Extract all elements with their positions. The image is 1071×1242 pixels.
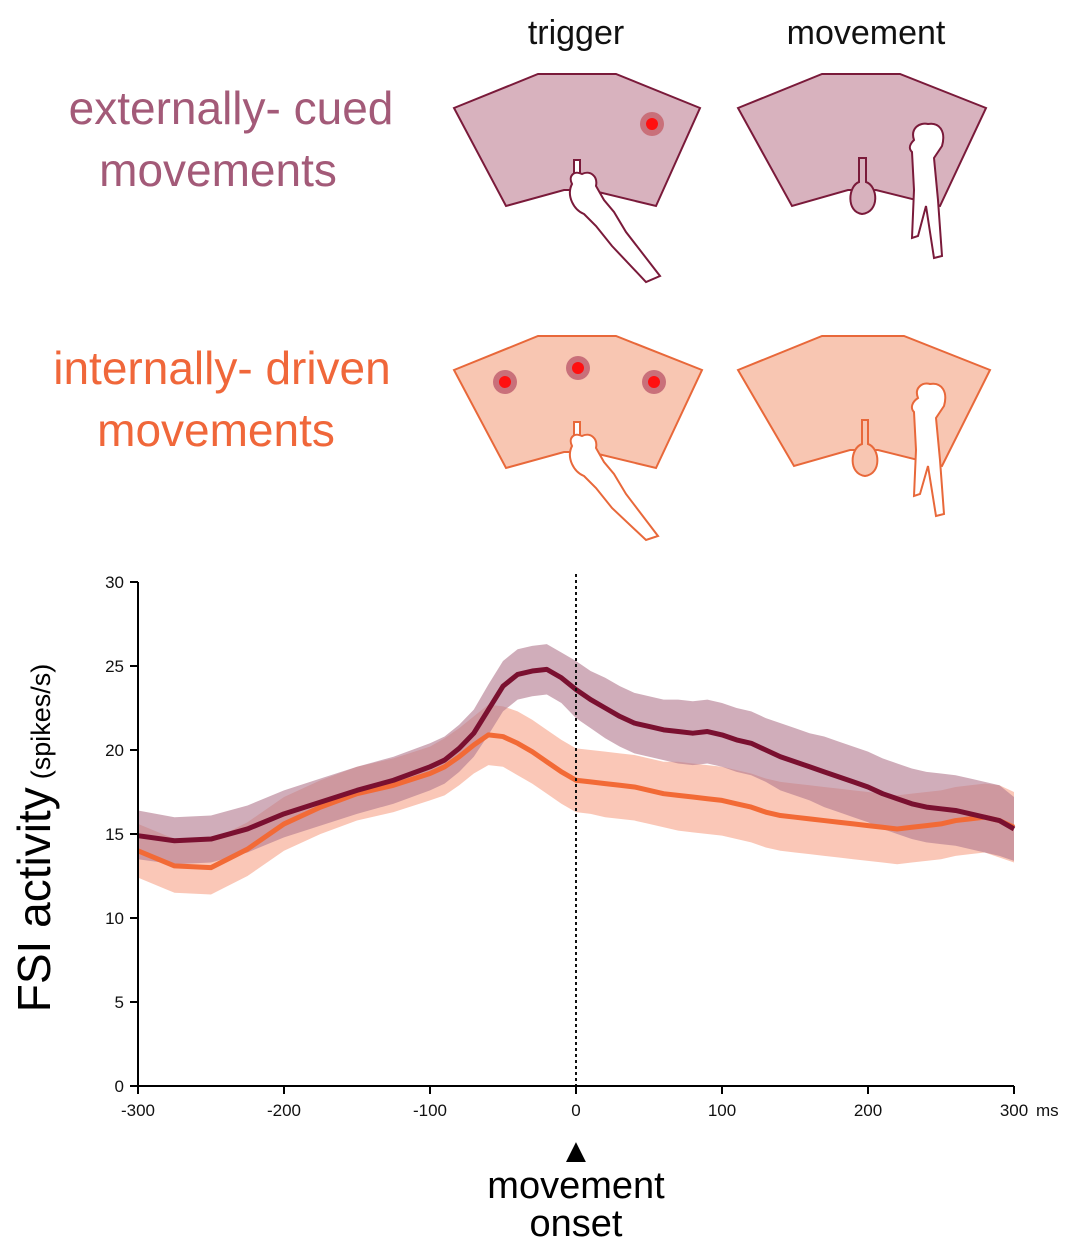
movement-onset-label-line1: movement bbox=[487, 1165, 665, 1207]
series-line-externally-cued bbox=[137, 666, 1016, 844]
fsi-activity-chart: -300 -200 -100 0 100 200 300 0 5 10 15 20 25 30 ms F… bbox=[8, 573, 1059, 1242]
start-lever bbox=[849, 157, 877, 216]
x-tick-label: 100 bbox=[708, 1101, 736, 1120]
confidence-band-internally-driven bbox=[138, 704, 1014, 895]
y-axis-label-main: FSI activity bbox=[8, 787, 60, 1012]
y-tick-label: 5 bbox=[115, 993, 124, 1012]
cue-light bbox=[646, 118, 658, 130]
x-tick-label: 200 bbox=[854, 1101, 882, 1120]
internal-trigger-panel bbox=[452, 335, 704, 542]
target-light bbox=[499, 376, 511, 388]
target-light bbox=[648, 376, 660, 388]
x-ticks: -300 -200 -100 0 100 200 300 bbox=[121, 1086, 1028, 1120]
column-header-trigger: trigger bbox=[528, 14, 624, 52]
series-lines bbox=[137, 666, 1016, 871]
workspace-plate bbox=[452, 73, 702, 208]
target-light bbox=[572, 362, 584, 374]
x-tick-label: 300 bbox=[1000, 1101, 1028, 1120]
workspace-plate bbox=[452, 335, 704, 470]
movement-onset-label-line2: onset bbox=[530, 1203, 623, 1242]
hand-arm bbox=[908, 122, 945, 260]
condition-external-line1: externally- cued bbox=[69, 82, 394, 134]
condition-internal-line1: internally- driven bbox=[53, 342, 390, 394]
y-axis-label: FSI activity (spikes/s) bbox=[8, 664, 60, 1012]
x-tick-label: -300 bbox=[121, 1101, 155, 1120]
x-unit-label: ms bbox=[1036, 1101, 1059, 1120]
y-tick-label: 25 bbox=[105, 657, 124, 676]
confidence-band-externally-cued bbox=[138, 644, 1014, 865]
condition-internal-line2: movements bbox=[97, 404, 335, 456]
y-tick-label: 15 bbox=[105, 825, 124, 844]
column-header-movement: movement bbox=[787, 14, 946, 52]
condition-external-line2: movements bbox=[99, 144, 337, 196]
external-movement-panel bbox=[736, 73, 988, 260]
hand-arm bbox=[910, 382, 947, 518]
hand-arm bbox=[568, 433, 660, 542]
y-tick-label: 0 bbox=[115, 1077, 124, 1096]
y-tick-label: 30 bbox=[105, 573, 124, 592]
movement-onset-marker: ▲ bbox=[559, 1132, 593, 1170]
y-axis-label-unit: (spikes/s) bbox=[26, 664, 56, 780]
y-tick-label: 20 bbox=[105, 741, 124, 760]
svg-text:FSI activity(spikes/s): FSI activity (spikes/s) bbox=[8, 664, 60, 1012]
start-lever bbox=[851, 419, 879, 478]
y-tick-label: 10 bbox=[105, 909, 124, 928]
internal-movement-panel bbox=[736, 335, 992, 518]
y-ticks: 0 5 10 15 20 25 30 bbox=[105, 573, 138, 1096]
x-tick-label: 0 bbox=[571, 1101, 580, 1120]
confidence-bands bbox=[138, 644, 1014, 895]
x-tick-label: -100 bbox=[413, 1101, 447, 1120]
x-tick-label: -200 bbox=[267, 1101, 301, 1120]
external-trigger-panel bbox=[452, 73, 702, 284]
hand-arm bbox=[568, 171, 662, 284]
series-line-internally-driven bbox=[137, 732, 1016, 871]
